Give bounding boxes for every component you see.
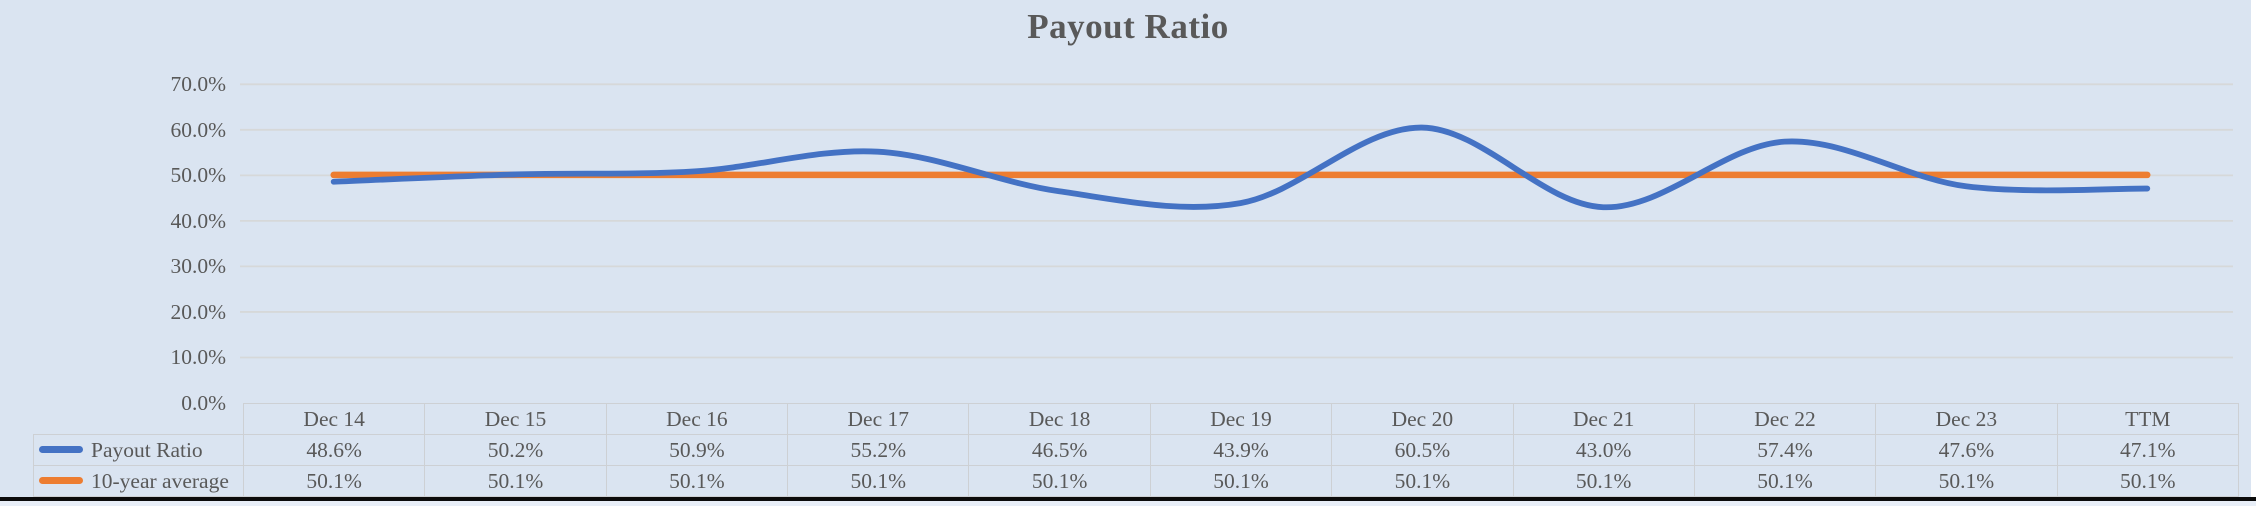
table-value-cell: 50.1% — [787, 465, 970, 497]
y-axis-tick-label: 40.0% — [170, 208, 226, 233]
table-header-cell: Dec 14 — [242, 403, 426, 435]
table-value-cell: 50.1% — [424, 465, 607, 497]
table-row: Payout Ratio 48.6% 50.2% 50.9% 55.2% 46.5% 43.… — [33, 434, 2239, 466]
table-value-cell: 50.1% — [605, 465, 789, 497]
table-value-cell: 50.1% — [1149, 465, 1333, 497]
table-value-cell: 46.5% — [968, 434, 1151, 466]
below-rule-strip — [0, 501, 2256, 506]
table-value-cell: 50.9% — [605, 434, 789, 466]
table-value-cell: 50.1% — [242, 465, 426, 497]
table-value-cell: 43.0% — [1512, 434, 1695, 466]
bottom-border-rule — [0, 497, 2256, 501]
right-edge-strip — [2251, 0, 2256, 497]
legend-cell: Payout Ratio — [33, 434, 244, 466]
table-value-cell: 55.2% — [787, 434, 970, 466]
table-corner-cell — [34, 404, 244, 435]
table-header-cell: Dec 19 — [1149, 403, 1333, 435]
table-header-cell: Dec 18 — [968, 403, 1151, 435]
table-header-cell: Dec 17 — [787, 403, 970, 435]
table-value-cell: 50.1% — [968, 465, 1151, 497]
table-header-cell: Dec 22 — [1693, 403, 1877, 435]
legend-cell: 10-year average — [33, 465, 244, 497]
payout-ratio-legend-swatch-icon — [39, 446, 83, 454]
table-value-cell: 50.2% — [424, 434, 607, 466]
table-value-cell: 43.9% — [1149, 434, 1333, 466]
legend-label: Payout Ratio — [91, 437, 203, 462]
table-row: 10-year average 50.1% 50.1% 50.1% 50.1% 50.1%… — [33, 465, 2239, 497]
y-axis-tick-label: 70.0% — [170, 72, 226, 97]
10-year-average-legend-swatch-icon — [39, 477, 83, 485]
table-header-cell: Dec 21 — [1512, 403, 1695, 435]
table-header-cell: Dec 20 — [1331, 403, 1514, 435]
table-value-cell: 60.5% — [1331, 434, 1514, 466]
y-axis-tick-label: 50.0% — [170, 163, 226, 188]
table-value-cell: 50.1% — [1693, 465, 1877, 497]
table-value-cell: 50.1% — [2056, 465, 2239, 497]
y-axis-tick-label: 20.0% — [170, 299, 226, 324]
y-axis-tick-label: 60.0% — [170, 117, 226, 142]
table-value-cell: 48.6% — [242, 434, 426, 466]
table-value-cell: 50.1% — [1512, 465, 1695, 497]
y-axis-tick-label: 10.0% — [170, 345, 226, 370]
table-value-cell: 47.1% — [2056, 434, 2239, 466]
table-value-cell: 47.6% — [1875, 434, 2058, 466]
legend-label: 10-year average — [91, 468, 229, 493]
data-table: Dec 14 Dec 15 Dec 16 Dec 17 Dec 18 Dec 19 Dec … — [33, 403, 2239, 497]
chart-title: Payout Ratio — [1027, 7, 1229, 46]
table-header-cell: Dec 23 — [1875, 403, 2058, 435]
y-axis-tick-label: 0.0% — [181, 391, 226, 415]
table-header-cell: TTM — [2056, 403, 2239, 435]
table-value-cell: 50.1% — [1331, 465, 1514, 497]
y-axis-tick-label: 30.0% — [170, 254, 226, 279]
payout-ratio-line — [330, 124, 2151, 211]
table-header-cell: Dec 15 — [424, 403, 607, 435]
table-header-cell: Dec 16 — [605, 403, 789, 435]
table-value-cell: 50.1% — [1875, 465, 2058, 497]
table-value-cell: 57.4% — [1693, 434, 1877, 466]
